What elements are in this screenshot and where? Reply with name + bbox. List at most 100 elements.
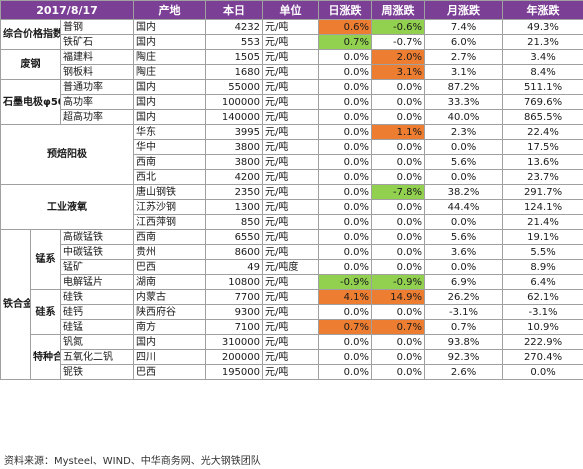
unit-cell: 元/吨 — [262, 349, 320, 365]
table-row: 超高功率 国内 140000 元/吨 0.0% 0.0% 40.0% 865.5% — [1, 109, 583, 125]
monthly-change-cell: 2.6% — [424, 364, 504, 380]
yearly-change-cell: 5.5% — [502, 244, 583, 260]
table-row: 废钢 福建料 陶庄 1505 元/吨 0.0% 2.0% 2.7% 3.4% — [0, 49, 583, 80]
item-cell: 高功率 — [59, 94, 135, 110]
yearly-change-cell: -3.1% — [502, 304, 583, 320]
table-row: 高功率 国内 100000 元/吨 0.0% 0.0% 33.3% 769.6% — [1, 94, 583, 110]
table-row: 工业液氧 唐山钢铁 2350 元/吨 0.0% -7.8% 38.2% 291.7% — [0, 184, 583, 230]
unit-cell: 元/吨度 — [262, 259, 320, 275]
origin-cell: 江苏沙钢 — [133, 199, 207, 215]
origin-cell: 国内 — [133, 79, 207, 95]
today-cell: 7100 — [205, 319, 264, 335]
table-row: 特种合金钒氮国内310000元/吨0.0%0.0%93.8%222.9% — [1, 334, 583, 380]
group-composite: 综合价格指数 — [0, 19, 61, 50]
origin-cell: 内蒙古 — [133, 289, 207, 305]
weekly-change-cell: 0.0% — [371, 199, 426, 215]
yearly-change-cell: 23.7% — [502, 169, 583, 185]
today-cell: 4200 — [205, 169, 264, 185]
daily-change-cell: 0.6% — [318, 19, 373, 35]
yearly-change-cell: 8.9% — [502, 259, 583, 275]
origin-cell: 西南 — [133, 229, 207, 245]
table-row: 铌铁 巴西 195000 元/吨 0.0% 0.0% 2.6% 0.0% — [1, 364, 583, 380]
unit-cell: 元/吨 — [262, 274, 320, 290]
daily-change-cell: 0.0% — [318, 349, 373, 365]
monthly-change-cell: 6.0% — [424, 34, 504, 50]
unit-cell: 元/吨 — [262, 34, 320, 50]
yearly-change-cell: 6.4% — [502, 274, 583, 290]
unit-cell: 元/吨 — [262, 364, 320, 380]
yearly-change-cell: 3.4% — [502, 49, 583, 65]
item-cell: 超高功率 — [59, 109, 135, 125]
weekly-change-cell: -0.9% — [371, 274, 426, 290]
origin-cell: 华东 — [133, 124, 207, 140]
yearly-change-cell: 17.5% — [502, 139, 583, 155]
unit-cell: 元/吨 — [262, 319, 320, 335]
daily-change-cell: 0.0% — [318, 199, 373, 215]
unit-cell: 元/吨 — [262, 49, 320, 65]
item-cell: 普通功率 — [59, 79, 135, 95]
monthly-change-cell: 26.2% — [424, 289, 504, 305]
origin-cell: 江西萍钢 — [133, 214, 207, 230]
monthly-change-cell: 5.6% — [424, 229, 504, 245]
table-row: 预焙阳极 华东 3995 元/吨 0.0% 1.1% 2.3% 22.4% — [0, 124, 583, 185]
daily-change-cell: 0.0% — [318, 259, 373, 275]
unit-cell: 元/吨 — [262, 244, 320, 260]
unit-cell: 元/吨 — [262, 109, 320, 125]
yearly-change-cell: 124.1% — [502, 199, 583, 215]
weekly-change-cell: 0.0% — [371, 304, 426, 320]
daily-change-cell: 0.7% — [318, 34, 373, 50]
table-row: 电解锰片 湖南 10800 元/吨 -0.9% -0.9% 6.9% 6.4% — [1, 274, 583, 290]
group-prebaked: 预焙阳极 — [0, 124, 135, 185]
daily-change-cell: 0.0% — [318, 364, 373, 380]
today-cell: 49 — [205, 259, 264, 275]
today-cell: 3800 — [205, 154, 264, 170]
yearly-change-cell: 49.3% — [502, 19, 583, 35]
today-cell: 310000 — [205, 334, 264, 350]
weekly-change-cell: 0.0% — [371, 79, 426, 95]
unit-cell: 元/吨 — [262, 289, 320, 305]
yearly-change-cell: 0.0% — [502, 364, 583, 380]
origin-cell: 陶庄 — [133, 64, 207, 80]
daily-change-cell: 4.1% — [318, 289, 373, 305]
daily-change-cell: 0.0% — [318, 154, 373, 170]
origin-cell: 陶庄 — [133, 49, 207, 65]
monthly-change-cell: 5.6% — [424, 154, 504, 170]
unit-cell: 元/吨 — [262, 334, 320, 350]
unit-cell: 元/吨 — [262, 19, 320, 35]
weekly-change-cell: 2.0% — [371, 49, 426, 65]
monthly-change-cell: 0.0% — [424, 259, 504, 275]
today-cell: 2350 — [205, 184, 264, 200]
today-cell: 1680 — [205, 64, 264, 80]
yearly-change-cell: 769.6% — [502, 94, 583, 110]
yearly-change-cell: 511.1% — [502, 79, 583, 95]
daily-change-cell: 0.0% — [318, 304, 373, 320]
table-body: 综合价格指数 普钢 国内 4232 元/吨 0.6% -0.6% 7.4% 49.3% 铁矿石 国内… — [0, 19, 583, 380]
unit-cell: 元/吨 — [262, 199, 320, 215]
monthly-change-cell: 7.4% — [424, 19, 504, 35]
yearly-change-cell: 19.1% — [502, 229, 583, 245]
origin-cell: 国内 — [133, 94, 207, 110]
source-note: 资料来源：Mysteel、WIND、中华商务网、光大钢铁团队 — [4, 456, 261, 467]
yearly-change-cell: 22.4% — [502, 124, 583, 140]
item-cell: 普钢 — [59, 19, 135, 35]
origin-cell: 华中 — [133, 139, 207, 155]
unit-cell: 元/吨 — [262, 229, 320, 245]
monthly-change-cell: -3.1% — [424, 304, 504, 320]
today-cell: 100000 — [205, 94, 264, 110]
daily-change-cell: 0.0% — [318, 79, 373, 95]
monthly-change-cell: 38.2% — [424, 184, 504, 200]
daily-change-cell: 0.0% — [318, 49, 373, 65]
daily-change-cell: -0.9% — [318, 274, 373, 290]
today-cell: 3800 — [205, 139, 264, 155]
weekly-change-cell: 0.0% — [371, 244, 426, 260]
monthly-change-cell: 3.1% — [424, 64, 504, 80]
header-monthly: 月涨跌 — [424, 0, 504, 20]
weekly-change-cell: 0.0% — [371, 94, 426, 110]
daily-change-cell: 0.0% — [318, 334, 373, 350]
yearly-change-cell: 865.5% — [502, 109, 583, 125]
header-weekly: 周涨跌 — [371, 0, 426, 20]
monthly-change-cell: 92.3% — [424, 349, 504, 365]
group-mn: 锰系 — [30, 229, 61, 290]
yearly-change-cell: 291.7% — [502, 184, 583, 200]
item-cell: 福建料 — [59, 49, 135, 65]
